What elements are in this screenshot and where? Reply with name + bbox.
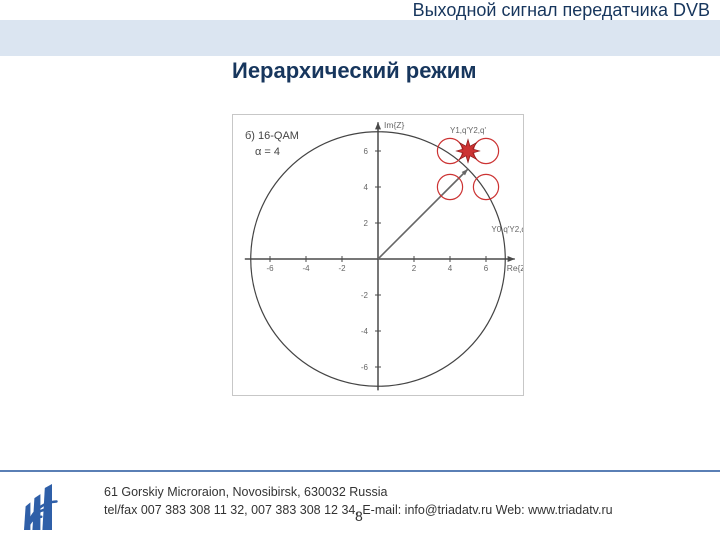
header-text: Выходной сигнал передатчика DVB bbox=[413, 0, 710, 21]
svg-text:2: 2 bbox=[364, 219, 369, 228]
svg-text:Y1,q'Y2,q': Y1,q'Y2,q' bbox=[450, 126, 486, 135]
footer-divider bbox=[0, 470, 720, 472]
header-band bbox=[0, 20, 720, 56]
svg-text:4: 4 bbox=[448, 264, 453, 273]
svg-text:-6: -6 bbox=[361, 363, 369, 372]
svg-text:4: 4 bbox=[364, 183, 369, 192]
svg-text:Re{Z}: Re{Z} bbox=[507, 263, 523, 273]
constellation-diagram: -6 -4 -2 2 4 6 -6 -4 -2 2 4 6 Re{Z} Im{Z} Y1,q'Y2,q' Y0… bbox=[232, 114, 524, 396]
svg-text:б) 16-QAM: б) 16-QAM bbox=[245, 130, 299, 142]
svg-text:-2: -2 bbox=[361, 291, 369, 300]
svg-text:-6: -6 bbox=[266, 264, 274, 273]
svg-text:-2: -2 bbox=[338, 264, 346, 273]
svg-text:Y0,q'Y2,q': Y0,q'Y2,q' bbox=[491, 225, 523, 234]
svg-text:α = 4: α = 4 bbox=[255, 146, 280, 158]
svg-text:2: 2 bbox=[412, 264, 417, 273]
footer: 61 Gorskiy Microraion, Novosibirsk, 6300… bbox=[0, 470, 720, 540]
footer-text: 61 Gorskiy Microraion, Novosibirsk, 6300… bbox=[104, 484, 664, 519]
svg-text:-4: -4 bbox=[302, 264, 310, 273]
svg-text:6: 6 bbox=[364, 147, 369, 156]
footer-line2: tel/fax 007 383 308 11 32, 007 383 308 1… bbox=[104, 502, 664, 520]
slide-title: Иерархический режим bbox=[232, 58, 477, 84]
svg-text:Im{Z}: Im{Z} bbox=[384, 120, 404, 130]
company-logo bbox=[18, 480, 90, 532]
svg-text:-4: -4 bbox=[361, 327, 369, 336]
footer-line1: 61 Gorskiy Microraion, Novosibirsk, 6300… bbox=[104, 484, 664, 502]
slide-root: Выходной сигнал передатчика DVB Иерархич… bbox=[0, 0, 720, 540]
svg-text:6: 6 bbox=[484, 264, 489, 273]
